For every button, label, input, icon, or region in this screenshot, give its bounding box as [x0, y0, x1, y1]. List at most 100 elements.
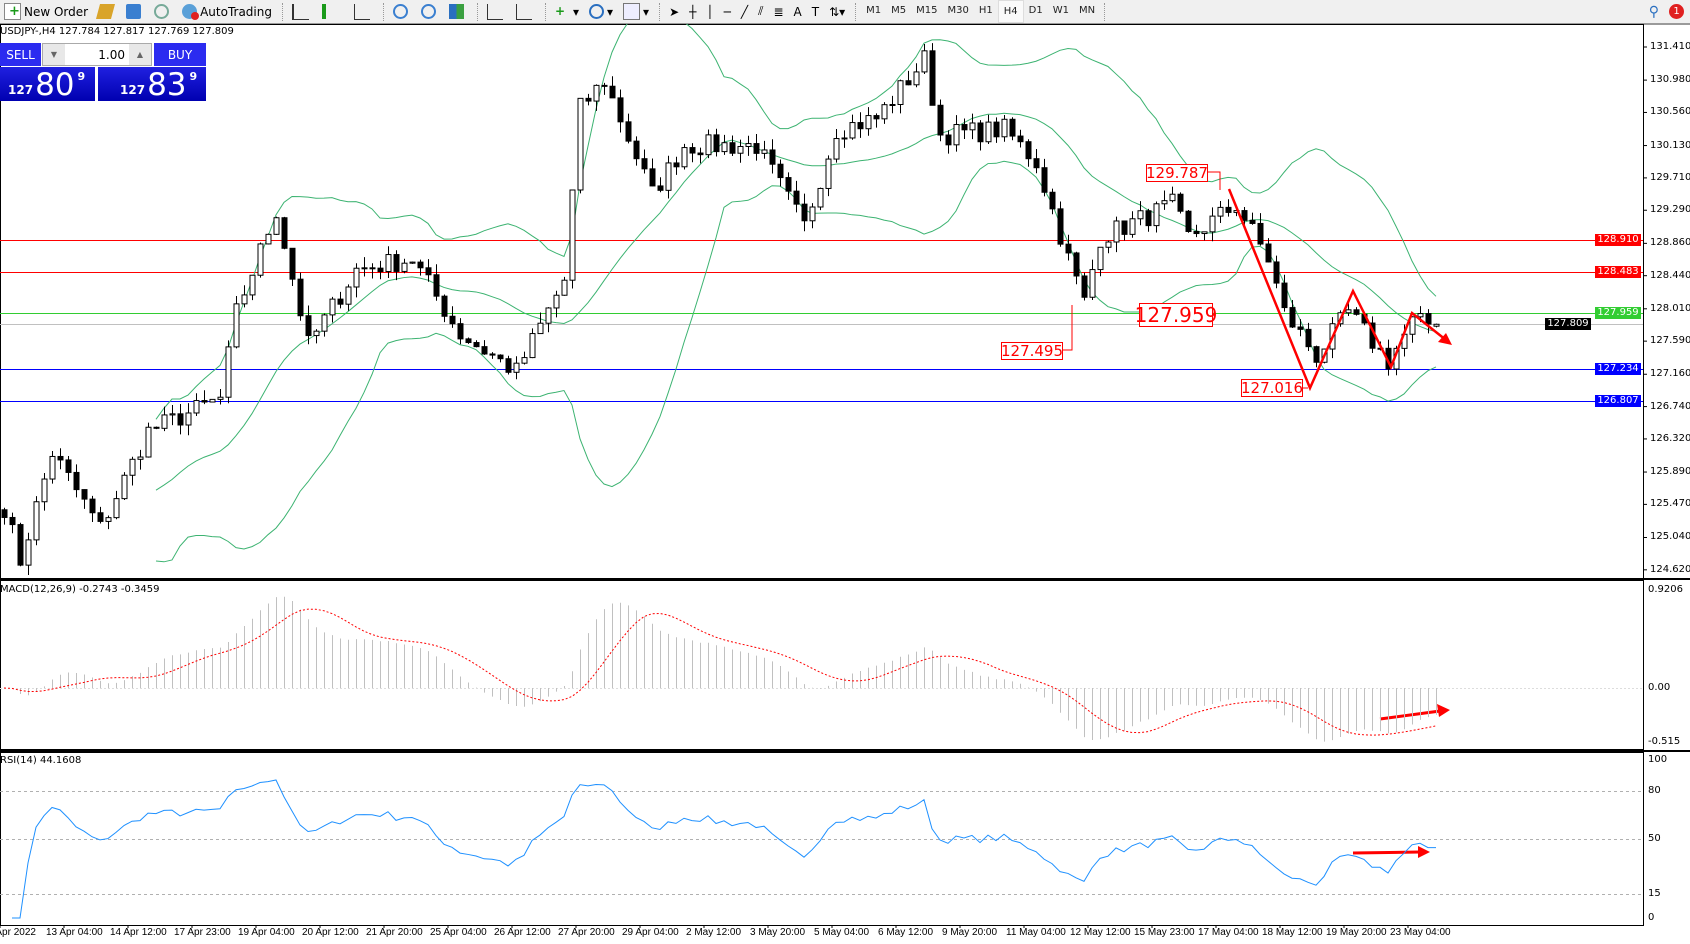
bollinger-middle-band: [155, 112, 1437, 491]
annotation-level[interactable]: 127.959: [1134, 303, 1218, 327]
candle-bullish: [1217, 206, 1224, 217]
candle-bearish: [753, 143, 760, 154]
price-line-label: 128.483: [1595, 266, 1641, 279]
macd-signal-line: [3, 608, 1437, 736]
macd-trend-arrow: [1379, 709, 1441, 721]
candle-bearish: [937, 104, 944, 136]
gold-bar-icon: [96, 4, 116, 19]
line-chart-button[interactable]: [350, 1, 377, 22]
auto-scroll-button[interactable]: [483, 1, 510, 22]
horizontal-line-button[interactable]: ─: [720, 1, 735, 22]
sell-price-button[interactable]: 127 80 9: [0, 67, 95, 101]
lot-size-field[interactable]: ▼ 1.00 ▲: [42, 43, 152, 66]
timeframe-d1[interactable]: D1: [1028, 5, 1043, 16]
indicators-button[interactable]: + ▾: [554, 4, 580, 19]
lot-size-value[interactable]: 1.00: [98, 47, 125, 62]
candle-bearish: [489, 353, 496, 356]
candle-bullish: [569, 189, 576, 281]
candle-bullish: [1409, 316, 1416, 335]
candle-bullish: [105, 517, 112, 522]
candle-bullish: [1433, 323, 1440, 327]
zoom-out-button[interactable]: [417, 1, 443, 22]
candle-bullish: [1001, 118, 1008, 138]
new-order-button[interactable]: + New Order: [0, 1, 92, 22]
zoom-in-button[interactable]: [389, 1, 415, 22]
lot-decrease-button[interactable]: ▼: [43, 44, 65, 65]
buy-price-button[interactable]: 127 83 9: [98, 67, 206, 101]
candle-bullish: [737, 145, 744, 154]
annotation-low-2[interactable]: 127.016: [1240, 379, 1304, 397]
timeframe-h1[interactable]: H1: [978, 5, 993, 16]
timeframe-mn[interactable]: MN: [1078, 5, 1096, 16]
trendline-button[interactable]: ╱: [737, 1, 752, 22]
separator: [382, 2, 385, 21]
channel-button[interactable]: ⫽: [754, 1, 767, 22]
signal-icon: [154, 4, 170, 19]
notifications-button[interactable]: 1: [1665, 1, 1688, 22]
time-axis-label: 19 May 20:00: [1326, 927, 1387, 938]
signals-button[interactable]: [150, 1, 176, 22]
candle-bearish: [505, 358, 512, 373]
autotrading-button[interactable]: AutoTrading: [178, 1, 276, 22]
annotation-high[interactable]: 129.787: [1145, 164, 1209, 182]
buy-button[interactable]: BUY: [154, 43, 206, 66]
time-axis-label: 25 Apr 04:00: [430, 927, 487, 938]
chart-shift-button[interactable]: [512, 1, 539, 22]
vertical-line-button[interactable]: │: [702, 1, 717, 22]
cursor-button[interactable]: ➤: [665, 1, 683, 22]
periods-button[interactable]: ▾: [585, 1, 617, 22]
candle-bullish: [233, 303, 240, 348]
candle-bullish: [241, 294, 248, 305]
sell-button[interactable]: SELL: [0, 43, 41, 66]
timeframe-m5[interactable]: M5: [891, 5, 907, 16]
fibonacci-button[interactable]: ≣: [769, 1, 787, 22]
timeframe-m1[interactable]: M1: [866, 5, 882, 16]
bar-chart-button[interactable]: [288, 1, 316, 22]
candle-bearish: [1073, 252, 1080, 277]
candle-bullish: [353, 267, 360, 288]
time-axis-label: 12 May 12:00: [1070, 927, 1131, 938]
buy-price-pips: 83: [147, 67, 187, 103]
crosshair-button[interactable]: ┼: [685, 1, 700, 22]
lot-increase-button[interactable]: ▲: [129, 44, 151, 65]
buy-price-prefix: 127: [120, 83, 146, 97]
market-watch-button[interactable]: [94, 1, 120, 22]
price-axis-tick: 127.590: [1650, 335, 1690, 347]
notification-badge: 1: [1669, 4, 1684, 19]
templates-button[interactable]: ▾: [619, 1, 653, 22]
candle-bearish: [649, 168, 656, 187]
text-label-button[interactable]: T: [808, 1, 823, 22]
candle-bearish: [1289, 307, 1296, 328]
candle-bearish: [905, 80, 912, 86]
time-axis-label: 29 Apr 04:00: [622, 927, 679, 938]
arrows-button[interactable]: ⇅▾: [825, 1, 849, 22]
data-window-button[interactable]: [122, 1, 148, 22]
candle-bullish: [225, 346, 232, 398]
candlestick-button[interactable]: [318, 1, 348, 22]
candle-bullish: [249, 274, 256, 296]
candle-bearish: [697, 152, 704, 156]
cursor-icon: ➤: [669, 4, 680, 19]
candle-bullish: [865, 115, 872, 130]
candle-bearish: [17, 524, 24, 566]
candle-bullish: [1417, 313, 1424, 318]
data-window-icon: [126, 4, 142, 19]
time-axis-label: 26 Apr 12:00: [494, 927, 551, 938]
text-button[interactable]: A: [790, 1, 806, 22]
candle-bullish: [1113, 220, 1120, 243]
annotation-low-1[interactable]: 127.495: [1000, 342, 1064, 360]
search-button[interactable]: ⚲: [1645, 1, 1663, 22]
timeframe-m15[interactable]: M15: [916, 5, 938, 16]
timeframe-h4[interactable]: H4: [997, 0, 1024, 23]
tile-windows-button[interactable]: [445, 1, 471, 22]
price-line-label: 127.234: [1595, 362, 1641, 375]
candle-bullish: [817, 187, 824, 208]
timeframe-m30[interactable]: M30: [947, 5, 969, 16]
time-axis-label: 17 Apr 23:00: [174, 927, 231, 938]
separator: [544, 2, 547, 21]
timeframe-w1[interactable]: W1: [1052, 5, 1069, 16]
one-click-trading-panel: SELL ▼ 1.00 ▲ BUY 127 80 9 127 83 9: [0, 43, 206, 101]
price-axis-tick: 125.470: [1650, 498, 1690, 510]
candle-bullish: [513, 362, 520, 373]
chart-canvas[interactable]: [0, 24, 1690, 944]
